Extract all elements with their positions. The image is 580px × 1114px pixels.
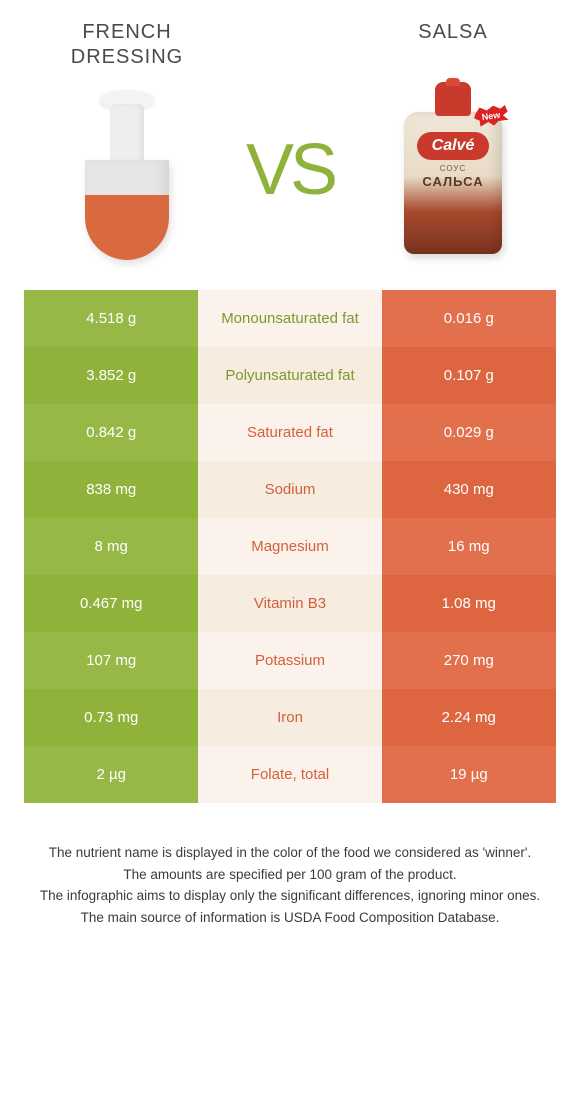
packet-line2: САЛЬСА bbox=[398, 174, 508, 189]
left-value: 3.852 g bbox=[24, 347, 198, 404]
left-value: 0.842 g bbox=[24, 404, 198, 461]
packet-brand: Calvé bbox=[417, 132, 489, 160]
vs-label: VS bbox=[230, 129, 350, 211]
nutrient-label: Monounsaturated fat bbox=[198, 290, 381, 347]
right-value: 0.107 g bbox=[382, 347, 556, 404]
footer-line: The main source of information is USDA F… bbox=[30, 908, 550, 928]
packet-line1: СОУС bbox=[398, 164, 508, 173]
nutrient-label: Saturated fat bbox=[198, 404, 381, 461]
footer-line: The amounts are specified per 100 gram o… bbox=[30, 865, 550, 885]
carafe-icon bbox=[82, 80, 172, 260]
nutrient-label: Polyunsaturated fat bbox=[198, 347, 381, 404]
table-row: 0.73 mgIron2.24 mg bbox=[24, 689, 556, 746]
right-value: 1.08 mg bbox=[382, 575, 556, 632]
infographic-container: French Dressing Salsa VS New Calvé СОУС … bbox=[0, 0, 580, 927]
right-value: 270 mg bbox=[382, 632, 556, 689]
left-value: 4.518 g bbox=[24, 290, 198, 347]
nutrient-label: Sodium bbox=[198, 461, 381, 518]
right-value: 0.016 g bbox=[382, 290, 556, 347]
table-row: 8 mgMagnesium16 mg bbox=[24, 518, 556, 575]
right-value: 16 mg bbox=[382, 518, 556, 575]
footer-line: The nutrient name is displayed in the co… bbox=[30, 843, 550, 863]
nutrient-label: Potassium bbox=[198, 632, 381, 689]
table-row: 0.467 mgVitamin B31.08 mg bbox=[24, 575, 556, 632]
left-value: 107 mg bbox=[24, 632, 198, 689]
table-row: 4.518 gMonounsaturated fat0.016 g bbox=[24, 290, 556, 347]
right-value: 2.24 mg bbox=[382, 689, 556, 746]
comparison-table: 4.518 gMonounsaturated fat0.016 g3.852 g… bbox=[24, 290, 556, 803]
right-value: 19 µg bbox=[382, 746, 556, 803]
left-image bbox=[24, 80, 230, 260]
nutrient-label: Magnesium bbox=[198, 518, 381, 575]
table-row: 0.842 gSaturated fat0.029 g bbox=[24, 404, 556, 461]
left-value: 0.73 mg bbox=[24, 689, 198, 746]
image-row: VS New Calvé СОУС САЛЬСА bbox=[24, 80, 556, 260]
right-value: 430 mg bbox=[382, 461, 556, 518]
left-value: 838 mg bbox=[24, 461, 198, 518]
header-left: French Dressing bbox=[24, 20, 230, 70]
right-value: 0.029 g bbox=[382, 404, 556, 461]
left-value: 2 µg bbox=[24, 746, 198, 803]
header-right: Salsa bbox=[350, 20, 556, 45]
footer-notes: The nutrient name is displayed in the co… bbox=[24, 843, 556, 927]
table-row: 3.852 gPolyunsaturated fat0.107 g bbox=[24, 347, 556, 404]
footer-line: The infographic aims to display only the… bbox=[30, 886, 550, 906]
table-row: 107 mgPotassium270 mg bbox=[24, 632, 556, 689]
table-row: 838 mgSodium430 mg bbox=[24, 461, 556, 518]
nutrient-label: Folate, total bbox=[198, 746, 381, 803]
left-value: 0.467 mg bbox=[24, 575, 198, 632]
table-row: 2 µgFolate, total19 µg bbox=[24, 746, 556, 803]
nutrient-label: Vitamin B3 bbox=[198, 575, 381, 632]
right-image: New Calvé СОУС САЛЬСА bbox=[350, 80, 556, 260]
left-value: 8 mg bbox=[24, 518, 198, 575]
nutrient-label: Iron bbox=[198, 689, 381, 746]
salsa-packet-icon: New Calvé СОУС САЛЬСА bbox=[398, 80, 508, 260]
header-row: French Dressing Salsa bbox=[24, 20, 556, 70]
